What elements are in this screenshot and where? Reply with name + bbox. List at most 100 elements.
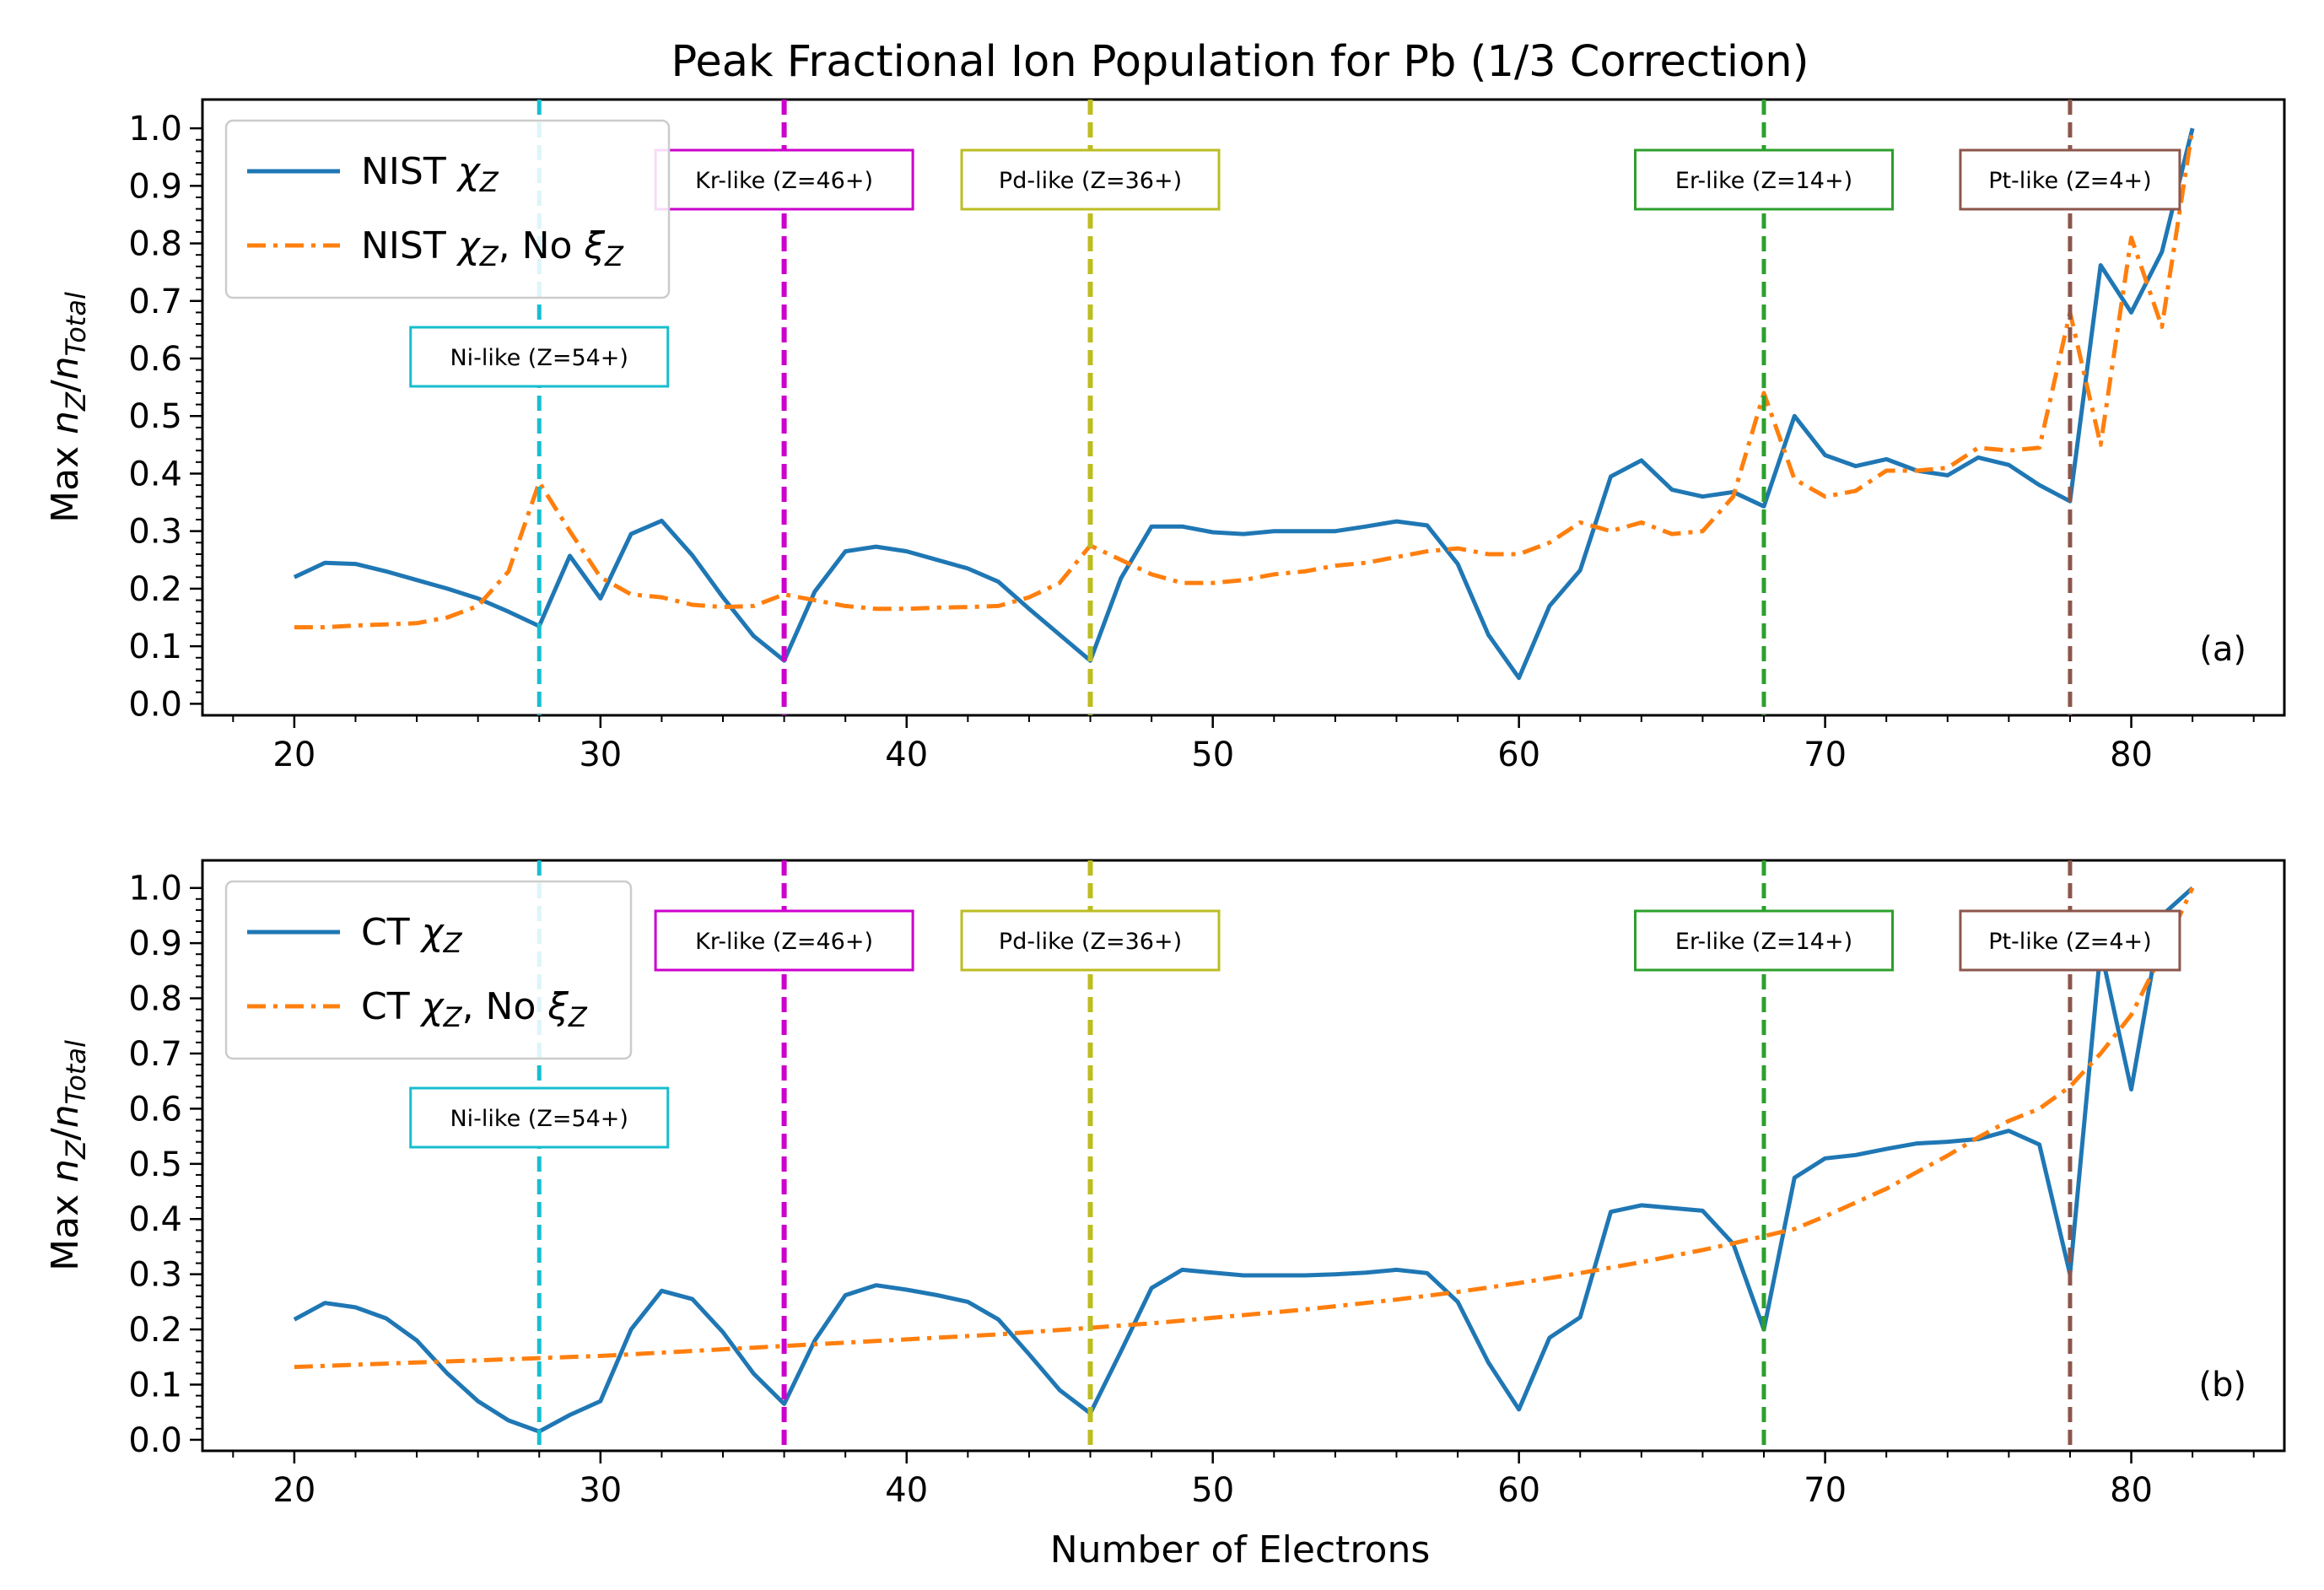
annotation-box: Kr-like (Z=46+): [654, 909, 914, 972]
y-tick-label: 0.4: [128, 1200, 182, 1239]
y-label-n2: n: [44, 356, 87, 380]
y-tick-label: 0.9: [128, 924, 182, 963]
legend-xi-sub: Z: [604, 240, 624, 272]
y-label-prefix: Max: [44, 434, 87, 523]
x-tick-label: 50: [1191, 1471, 1234, 1510]
x-tick-label: 70: [1804, 1471, 1847, 1510]
legend-base: CT: [361, 985, 422, 1028]
annotation-label: Pd-like (Z=36+): [999, 168, 1182, 194]
x-tick-label: 50: [1191, 736, 1234, 774]
y-tick-label: 0.0: [128, 1421, 182, 1460]
legend-chi: χ: [456, 224, 482, 267]
annotation-frame: [1959, 148, 2181, 211]
legend-xi: ξ: [547, 985, 569, 1028]
annotation-frame: [960, 148, 1221, 211]
legend-frame: [224, 880, 633, 1060]
y-label-total-sub: Total: [60, 1040, 92, 1104]
y-tick-label: 0.1: [128, 628, 182, 666]
annotation-label: Pt-like (Z=4+): [1988, 168, 2151, 194]
series-line-solid: [293, 886, 2194, 1434]
legend-base: CT: [361, 911, 422, 954]
annotation-frame: [409, 326, 670, 388]
y-tick-label: 1.0: [128, 870, 182, 908]
annotation-frame: [409, 1086, 670, 1149]
annotation-box: Pd-like (Z=36+): [960, 909, 1221, 972]
y-tick-label: 0.6: [128, 340, 182, 379]
y-tick-label: 0.0: [128, 685, 182, 724]
legend-entry: NIST χZ, No ξZ: [361, 224, 624, 272]
legend-chi-sub: Z: [479, 240, 499, 272]
y-axis-label: Max nZ/nTotal: [44, 1040, 92, 1271]
legend-base: NIST: [361, 224, 458, 267]
legend-frame: [224, 119, 671, 299]
legend-chi: χ: [420, 911, 445, 954]
legend-entry: CT χZ, No ξZ: [361, 985, 588, 1033]
x-tick-label: 30: [579, 736, 622, 774]
panel-b: 0.0 0.1 0.2 0.3 0.4 0.5 0.6 0.7 0.8 0.9 1.0 20 30 40 5…: [44, 859, 2286, 1510]
legend-entry: NIST χZ: [361, 150, 499, 198]
panel-label: (a): [2199, 630, 2246, 669]
legend-base: NIST: [361, 150, 458, 193]
axes-frame: [201, 98, 2286, 717]
x-tick-label: 60: [1497, 1471, 1540, 1510]
annotation-frame: [960, 909, 1221, 972]
y-label-total-sub: Total: [60, 292, 92, 356]
legend-entry: CT χZ: [361, 911, 463, 959]
annotation-label: Er-like (Z=14+): [1675, 929, 1852, 955]
y-label-slash: /: [44, 1128, 87, 1140]
y-tick-label: 1.0: [128, 110, 182, 148]
annotation-frame: [654, 148, 914, 211]
y-tick-label: 0.8: [128, 225, 182, 264]
y-tick-label: 0.7: [128, 1035, 182, 1074]
y-tick-label: 0.3: [128, 1256, 182, 1295]
annotation-label: Kr-like (Z=46+): [695, 929, 873, 955]
annotation-box: Er-like (Z=14+): [1634, 148, 1894, 211]
annotation-frame: [1634, 909, 1894, 972]
y-tick-label: 0.9: [128, 167, 182, 206]
annotation-box: Pt-like (Z=4+): [1959, 909, 2181, 972]
panel-label: (b): [2198, 1366, 2246, 1404]
x-tick-label: 60: [1497, 736, 1540, 774]
x-tick-label: 30: [579, 1471, 622, 1510]
y-tick-label: 0.4: [128, 455, 182, 493]
annotation-label: Pt-like (Z=4+): [1988, 929, 2151, 955]
y-tick-label: 0.8: [128, 980, 182, 1019]
x-tick-label: 20: [272, 1471, 315, 1510]
annotation-box: Kr-like (Z=46+): [654, 148, 914, 211]
annotation-box: Pt-like (Z=4+): [1959, 148, 2181, 211]
y-label-z-sub: Z: [60, 1140, 92, 1160]
y-tick-label: 0.5: [128, 1145, 182, 1184]
x-tick-label: 80: [2110, 1471, 2153, 1510]
legend-xi-sub: Z: [568, 1001, 588, 1033]
legend-chi-sub: Z: [443, 927, 463, 959]
y-label-n2: n: [44, 1104, 87, 1128]
legend-xi: ξ: [583, 224, 605, 267]
x-tick-label: 40: [885, 736, 928, 774]
y-tick-label: 0.1: [128, 1366, 182, 1404]
y-label-z-sub: Z: [60, 391, 92, 412]
y-tick-label: 0.2: [128, 1311, 182, 1350]
legend-chi-sub: Z: [443, 1001, 463, 1033]
annotation-box: Er-like (Z=14+): [1634, 909, 1894, 972]
series-line-dashdot: [294, 887, 2195, 1370]
legend-chi: χ: [420, 985, 445, 1028]
y-label-prefix: Max: [44, 1183, 87, 1271]
y-tick-label: 0.6: [128, 1090, 182, 1129]
chart-title: Peak Fractional Ion Population for Pb (1…: [671, 37, 1809, 87]
y-label-n: n: [44, 1159, 87, 1183]
x-tick-label: 40: [885, 1471, 928, 1510]
x-tick-label: 70: [1804, 736, 1847, 774]
annotation-label: Pd-like (Z=36+): [999, 929, 1182, 955]
panel-a: 0.0 0.1 0.2 0.3 0.4 0.5 0.6 0.7 0.8 0.9 1.0 20 30 40 5…: [44, 98, 2286, 774]
x-axis-label: Number of Electrons: [1050, 1528, 1431, 1571]
annotation-box: Ni-like (Z=54+): [409, 1086, 670, 1149]
legend-tail: , No: [462, 985, 548, 1028]
legend-tail: , No: [499, 224, 585, 267]
y-label-slash: /: [44, 380, 87, 392]
y-tick-label: 0.3: [128, 513, 182, 552]
annotation-label: Er-like (Z=14+): [1675, 168, 1852, 194]
